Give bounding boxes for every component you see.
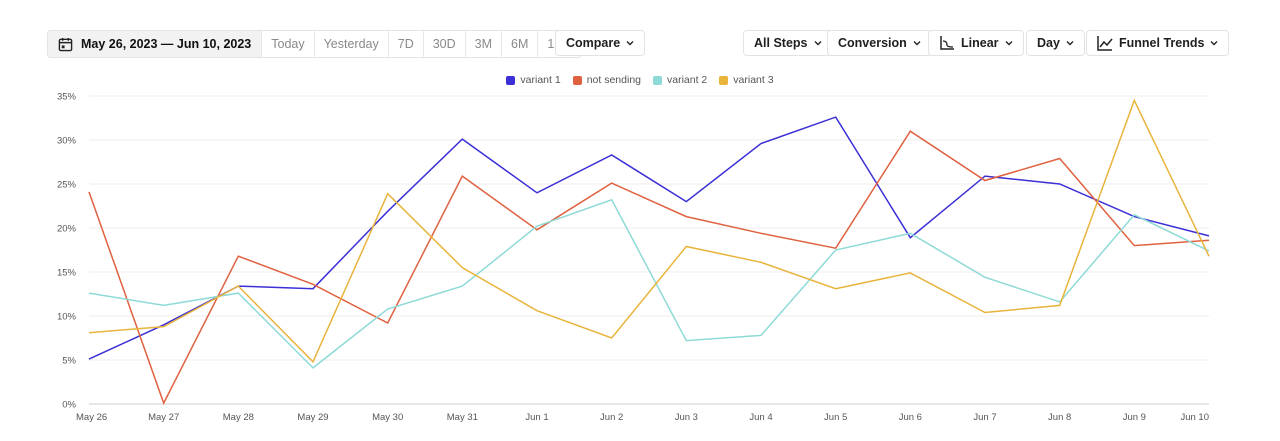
x-tick-label: Jun 4 bbox=[749, 412, 772, 423]
series-line-variant-1 bbox=[88, 116, 1210, 360]
y-tick-label: 10% bbox=[57, 312, 77, 323]
x-tick-label: May 29 bbox=[297, 412, 328, 423]
chart-legend: variant 1 not sending variant 2 variant … bbox=[0, 72, 1280, 88]
steps-label: All Steps bbox=[754, 36, 808, 50]
x-tick-label: Jun 2 bbox=[600, 412, 623, 423]
chevron-down-icon bbox=[913, 41, 921, 46]
compare-button[interactable]: Compare bbox=[555, 30, 646, 56]
range-today-button[interactable]: Today bbox=[261, 31, 313, 57]
series-line-variant-2 bbox=[88, 198, 1210, 369]
x-tick-label: May 27 bbox=[148, 412, 179, 423]
scale-label: Linear bbox=[961, 36, 999, 50]
y-tick-label: 35% bbox=[57, 92, 77, 103]
legend-item-variant-2[interactable]: variant 2 bbox=[653, 72, 707, 88]
range-7d-button[interactable]: 7D bbox=[387, 31, 423, 57]
legend-swatch bbox=[506, 75, 516, 85]
legend-item-variant-3[interactable]: variant 3 bbox=[719, 72, 774, 88]
x-tick-label: Jun 5 bbox=[824, 412, 847, 423]
range-yesterday-button[interactable]: Yesterday bbox=[313, 31, 388, 57]
line-chart-icon bbox=[1097, 36, 1113, 51]
steps-dropdown[interactable]: All Steps bbox=[743, 30, 833, 56]
metric-label: Conversion bbox=[838, 36, 907, 50]
x-tick-label: May 30 bbox=[372, 412, 403, 423]
calendar-icon bbox=[58, 37, 73, 51]
legend-label: variant 2 bbox=[667, 74, 708, 86]
series-line-variant-3 bbox=[88, 98, 1210, 364]
y-tick-label: 25% bbox=[57, 180, 77, 191]
metric-dropdown[interactable]: Conversion bbox=[827, 30, 932, 56]
x-tick-label: Jun 7 bbox=[973, 412, 996, 423]
legend-label: variant 1 bbox=[520, 74, 561, 86]
date-range-button[interactable]: May 26, 2023 — Jun 10, 2023 bbox=[48, 31, 262, 57]
date-range-label: May 26, 2023 — Jun 10, 2023 bbox=[81, 37, 252, 51]
view-label: Funnel Trends bbox=[1119, 36, 1205, 50]
linear-scale-icon bbox=[940, 36, 954, 50]
interval-dropdown[interactable]: Day bbox=[1026, 30, 1085, 56]
x-tick-label: Jun 10 bbox=[1180, 412, 1209, 423]
chevron-down-icon bbox=[626, 41, 634, 46]
date-range-selector: May 26, 2023 — Jun 10, 2023 Today Yester… bbox=[47, 30, 582, 58]
x-tick-label: May 26 bbox=[76, 412, 107, 423]
legend-item-not-sending[interactable]: not sending bbox=[572, 72, 641, 88]
toolbar: May 26, 2023 — Jun 10, 2023 Today Yester… bbox=[0, 0, 1280, 86]
x-tick-label: May 28 bbox=[223, 412, 254, 423]
range-30d-button[interactable]: 30D bbox=[422, 31, 465, 57]
view-dropdown[interactable]: Funnel Trends bbox=[1086, 30, 1230, 56]
legend-label: not sending bbox=[586, 74, 641, 86]
y-tick-label: 5% bbox=[62, 356, 76, 367]
chevron-down-icon bbox=[1005, 41, 1013, 46]
interval-label: Day bbox=[1037, 36, 1060, 50]
series-line-not-sending bbox=[88, 130, 1210, 405]
x-tick-label: May 31 bbox=[447, 412, 478, 423]
grid-layer bbox=[89, 95, 1209, 405]
series-layer bbox=[88, 98, 1210, 405]
compare-label: Compare bbox=[566, 36, 621, 50]
x-tick-label: Jun 8 bbox=[1048, 412, 1071, 423]
range-6m-button[interactable]: 6M bbox=[501, 31, 537, 57]
scale-dropdown[interactable]: Linear bbox=[928, 30, 1024, 56]
legend-swatch bbox=[719, 75, 729, 85]
legend-swatch bbox=[653, 75, 662, 85]
chevron-down-icon bbox=[1210, 41, 1218, 46]
y-tick-label: 15% bbox=[57, 268, 77, 279]
y-tick-label: 0% bbox=[62, 400, 76, 411]
legend-label: variant 3 bbox=[733, 74, 774, 86]
legend-item-variant-1[interactable]: variant 1 bbox=[506, 72, 561, 88]
range-3m-button[interactable]: 3M bbox=[464, 31, 501, 57]
chevron-down-icon bbox=[1066, 41, 1074, 46]
x-tick-label: Jun 6 bbox=[899, 412, 922, 423]
chevron-down-icon bbox=[814, 41, 821, 46]
x-tick-label: Jun 3 bbox=[675, 412, 698, 423]
x-tick-label: Jun 1 bbox=[525, 412, 548, 423]
y-axis: 0% 5% 10% 15% 20% 25% 30% 35% bbox=[57, 92, 77, 411]
y-tick-label: 20% bbox=[57, 224, 77, 235]
x-axis: May 26 May 27 May 28 May 29 May 30 May 31 Jun … bbox=[76, 412, 1209, 423]
legend-swatch bbox=[572, 75, 582, 85]
y-tick-label: 30% bbox=[57, 136, 77, 147]
x-tick-label: Jun 9 bbox=[1123, 412, 1146, 423]
